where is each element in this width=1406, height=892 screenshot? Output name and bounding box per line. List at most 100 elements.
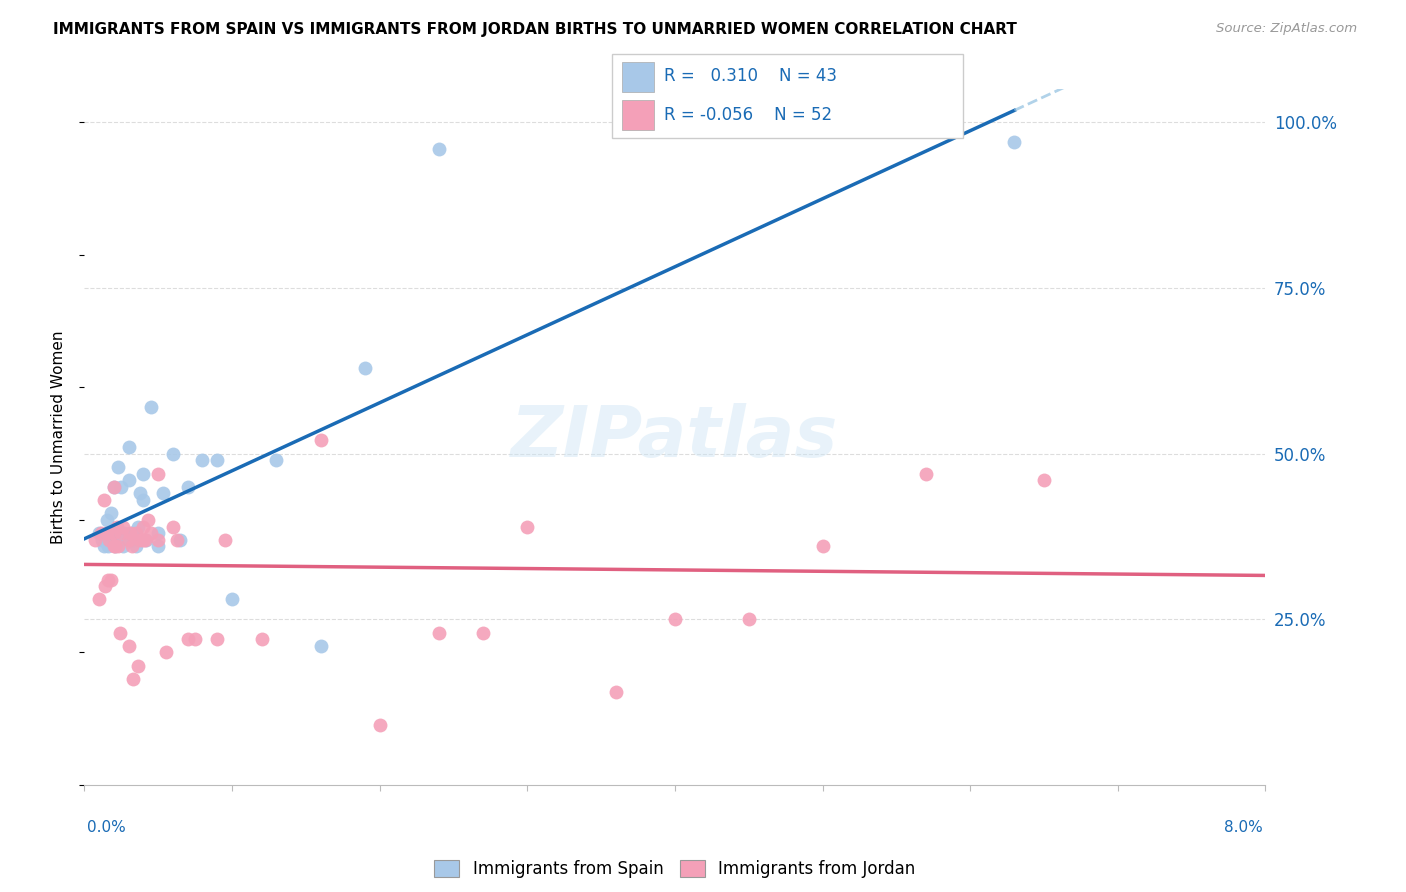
Point: [127, 658, 149, 673]
Point: [162, 447, 184, 461]
Point: [100, 506, 122, 520]
Point: [205, 632, 228, 647]
Point: [1004, 135, 1026, 149]
Point: [214, 533, 236, 547]
Point: [103, 480, 125, 494]
Point: [118, 533, 141, 547]
Point: [103, 540, 125, 554]
Point: [96, 526, 118, 541]
Point: [134, 533, 156, 547]
Point: [184, 632, 207, 647]
Point: [811, 540, 834, 554]
Point: [664, 612, 686, 626]
Point: [94, 579, 117, 593]
Point: [127, 519, 149, 533]
Point: [89, 592, 111, 607]
Point: [104, 540, 127, 554]
Point: [132, 467, 155, 481]
Point: [139, 401, 162, 415]
Point: [121, 540, 143, 554]
Point: [129, 533, 152, 547]
Point: [97, 540, 120, 554]
Point: [915, 467, 938, 481]
Point: [108, 625, 131, 640]
Point: [129, 486, 152, 500]
Point: [136, 513, 159, 527]
Point: [125, 540, 148, 554]
Point: [155, 645, 177, 659]
Point: [132, 493, 155, 508]
Point: [118, 639, 141, 653]
Text: ZIPatlas: ZIPatlas: [512, 402, 838, 472]
Text: R =   0.310    N = 43: R = 0.310 N = 43: [665, 68, 838, 86]
Y-axis label: Births to Unmarried Women: Births to Unmarried Women: [51, 330, 66, 544]
Point: [205, 453, 228, 467]
Point: [120, 533, 142, 547]
FancyBboxPatch shape: [612, 54, 963, 138]
Point: [111, 519, 134, 533]
Point: [107, 540, 129, 554]
Point: [104, 540, 127, 554]
Text: 8.0%: 8.0%: [1223, 821, 1263, 835]
Point: [103, 526, 125, 541]
Point: [105, 533, 128, 547]
Point: [93, 493, 115, 508]
Point: [737, 612, 759, 626]
Point: [148, 467, 170, 481]
Point: [93, 540, 115, 554]
Point: [309, 639, 332, 653]
Point: [118, 473, 141, 487]
Point: [166, 533, 188, 547]
Point: [96, 513, 118, 527]
Point: [472, 625, 495, 640]
Point: [1032, 473, 1054, 487]
Point: [97, 573, 120, 587]
Point: [139, 526, 162, 541]
Text: IMMIGRANTS FROM SPAIN VS IMMIGRANTS FROM JORDAN BIRTHS TO UNMARRIED WOMEN CORREL: IMMIGRANTS FROM SPAIN VS IMMIGRANTS FROM…: [53, 22, 1018, 37]
FancyBboxPatch shape: [621, 62, 654, 92]
Point: [98, 533, 121, 547]
Point: [107, 459, 129, 474]
Point: [169, 533, 191, 547]
Point: [148, 540, 170, 554]
Point: [135, 533, 157, 547]
Point: [427, 625, 450, 640]
Point: [96, 526, 118, 541]
Point: [108, 533, 131, 547]
Point: [122, 533, 145, 547]
Point: [132, 519, 155, 533]
Point: [110, 480, 132, 494]
Point: [103, 526, 125, 541]
Point: [122, 672, 145, 686]
Point: [90, 526, 112, 541]
Point: [221, 592, 243, 607]
Point: [191, 453, 214, 467]
Point: [132, 533, 155, 547]
Text: R = -0.056    N = 52: R = -0.056 N = 52: [665, 106, 832, 124]
FancyBboxPatch shape: [621, 100, 654, 130]
Point: [152, 486, 174, 500]
Text: 0.0%: 0.0%: [87, 821, 127, 835]
Point: [427, 142, 450, 156]
Point: [83, 533, 105, 547]
Text: Source: ZipAtlas.com: Source: ZipAtlas.com: [1216, 22, 1357, 36]
Point: [354, 360, 377, 375]
Point: [177, 480, 200, 494]
Point: [368, 718, 391, 732]
Point: [148, 526, 170, 541]
Point: [89, 526, 111, 541]
Point: [250, 632, 273, 647]
Point: [120, 526, 142, 541]
Legend: Immigrants from Spain, Immigrants from Jordan: Immigrants from Spain, Immigrants from J…: [427, 853, 922, 885]
Point: [162, 519, 184, 533]
Point: [118, 440, 141, 454]
Point: [110, 526, 132, 541]
Point: [111, 540, 134, 554]
Point: [103, 480, 125, 494]
Point: [98, 533, 121, 547]
Point: [105, 519, 128, 533]
Point: [148, 533, 170, 547]
Point: [309, 434, 332, 448]
Point: [264, 453, 288, 467]
Point: [177, 632, 200, 647]
